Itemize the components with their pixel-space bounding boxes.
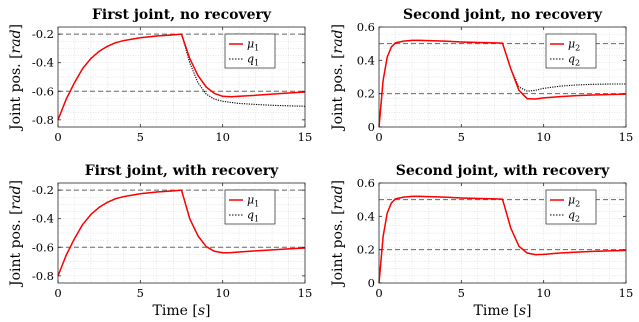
axes-frame [378,182,627,284]
x-tick-label: 0 [54,130,61,144]
y-tick-label: -0.4 [32,56,54,70]
y-tick-label: -0.6 [32,84,54,98]
x-tick-label: 15 [619,286,634,300]
y-tick-label: -0.4 [32,212,54,226]
y-tick-label: 0.6 [357,20,375,34]
x-tick-label: 5 [458,286,465,300]
y-tick-label: 0.2 [357,87,375,101]
x-tick-label: 10 [536,286,551,300]
y-tick-label: 0.2 [357,243,375,257]
chart-panel-1: 0 5 10 15 -0.8 -0.6 -0.4 -0.2 First joint, no re… [32,7,313,144]
x-tick-label: 5 [458,130,465,144]
chart-title: Second joint, with recovery [396,163,610,179]
series-line-mu [378,39,627,128]
y-tick-label: 0.4 [357,53,375,67]
chart-title: First joint, no recovery [92,7,272,23]
x-tick-label: 10 [215,286,230,300]
y-tick-label: -0.2 [32,183,54,197]
x-tick-label: 0 [375,130,382,144]
y-tick-label: -0.8 [32,269,54,283]
x-tick-label: 10 [536,130,551,144]
series-line-mu [57,189,306,277]
legend-box [224,33,276,69]
y-tick-label: -0.2 [32,27,54,41]
y-axis-label: Joint pos. [rad] [330,24,346,132]
legend-box [545,33,597,69]
y-axis-label: Joint pos. [rad] [8,24,24,132]
chart-panel-4: 0 5 10 15 0 0.2 0.4 0.6 Second joint, with recov… [357,163,634,300]
x-tick-label: 15 [298,286,313,300]
chart-panel-2: 0 5 10 15 0 0.2 0.4 0.6 Second joint, no recover… [357,7,634,144]
y-tick-label: 0 [368,120,375,134]
chart-title: Second joint, no recovery [403,7,603,23]
axes-frame [57,182,306,284]
y-tick-label: 0.6 [357,176,375,190]
legend-box [224,189,276,225]
x-tick-label: 0 [54,286,61,300]
x-tick-label: 10 [215,130,230,144]
x-axis-label: Time [s] [474,303,532,319]
y-tick-label: -0.6 [32,240,54,254]
y-tick-label: 0.4 [357,209,375,223]
chart-panel-3: 0 5 10 15 -0.8 -0.6 -0.4 -0.2 First joint, with … [32,163,313,300]
chart-title: First joint, with recovery [85,163,279,179]
y-axis-label: Joint pos. [rad] [330,180,346,288]
x-tick-label: 5 [137,286,144,300]
axes-frame [378,26,627,128]
y-tick-label: -0.8 [32,113,54,127]
legend-box [545,189,597,225]
x-axis-label: Time [s] [153,303,211,319]
x-tick-label: 0 [375,286,382,300]
series-line-mu [57,33,306,121]
series-line-mu [378,195,627,284]
y-tick-label: 0 [368,276,375,290]
y-axis-label: Joint pos. [rad] [8,180,24,288]
x-tick-label: 5 [137,130,144,144]
x-tick-label: 15 [619,130,634,144]
x-tick-label: 15 [298,130,313,144]
axes-frame [57,26,306,128]
